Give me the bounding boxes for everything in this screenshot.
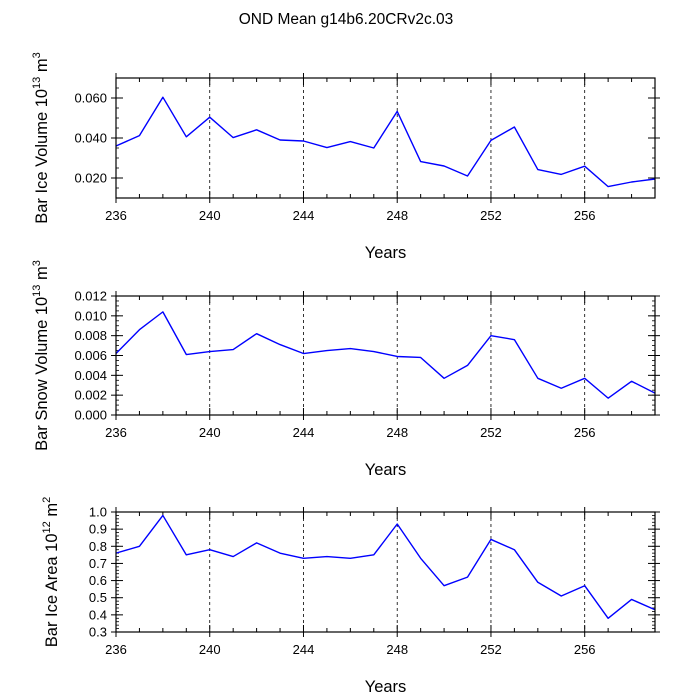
- y-axis-label: Bar Ice Volume 1013 m3: [31, 52, 51, 224]
- y-tick-label: 0.008: [74, 328, 107, 343]
- x-tick-label: 244: [293, 642, 315, 657]
- x-axis-label: Years: [365, 244, 407, 262]
- x-axis-label: Years: [365, 678, 407, 693]
- y-tick-label: 0.012: [74, 289, 107, 304]
- y-label-superscript: 3: [31, 260, 43, 266]
- x-tick-label: 252: [480, 642, 502, 657]
- x-tick-label: 236: [105, 208, 127, 223]
- y-axis-label: Bar Snow Volume 1013 m3: [31, 260, 51, 451]
- series-line: [115, 514, 656, 619]
- y-tick-label: 0.002: [74, 388, 107, 403]
- x-tick-label: 236: [105, 425, 127, 440]
- y-label-superscript: 2: [41, 497, 53, 503]
- series-line: [115, 311, 656, 399]
- x-tick-label: 244: [293, 425, 315, 440]
- y-tick-label: 0.5: [89, 590, 107, 605]
- y-axis-label: Bar Ice Area 1012 m2: [41, 497, 61, 647]
- panels: 0.020 0.040 0.060 236 240 244 248 252 256 Years Ba…: [31, 52, 660, 693]
- x-tick-label: 240: [199, 208, 221, 223]
- y-label-text: m: [43, 503, 61, 521]
- chart-panel-3: 0.3 0.4 0.5 0.6 0.7 0.8 0.9 1.0 236 240 244 248 252 2…: [41, 497, 660, 693]
- x-axis-label: Years: [365, 461, 407, 479]
- x-tick-label: 240: [199, 425, 221, 440]
- y-label-superscript: 3: [31, 52, 43, 58]
- x-tick-label: 256: [574, 425, 596, 440]
- y-tick-label: 0.3: [89, 625, 107, 640]
- x-tick-label: 252: [480, 425, 502, 440]
- y-tick-label: 0.010: [74, 308, 107, 323]
- plot-frame: [115, 511, 656, 633]
- y-label-text: Bar Ice Area 10: [43, 533, 61, 647]
- x-tick-label: 248: [386, 425, 408, 440]
- y-label-superscript: 12: [41, 521, 53, 533]
- y-tick-label: 0.006: [74, 348, 107, 363]
- x-tick-label: 248: [386, 642, 408, 657]
- x-tick-label: 256: [574, 642, 596, 657]
- y-tick-label: 0.6: [89, 573, 107, 588]
- y-label-superscript: 13: [31, 285, 43, 297]
- y-tick-label: 0.4: [89, 607, 107, 622]
- y-tick-label: 0.004: [74, 368, 107, 383]
- y-label-text: m: [33, 58, 51, 76]
- plot-frame: [115, 295, 656, 416]
- y-tick-label: 0.000: [74, 408, 107, 423]
- x-tick-label: 240: [199, 642, 221, 657]
- y-tick-label: 0.7: [89, 556, 107, 571]
- series-line: [115, 96, 656, 188]
- chart-panel-1: 0.020 0.040 0.060 236 240 244 248 252 256 Years Ba…: [31, 52, 660, 262]
- chart-panel-2: 0.000 0.002 0.004 0.006 0.008 0.010 0.012 236 24…: [31, 260, 660, 479]
- plot-frame: [115, 77, 656, 199]
- y-label-text: m: [33, 266, 51, 284]
- y-tick-label: 0.8: [89, 539, 107, 554]
- y-tick-label: 0.9: [89, 522, 107, 537]
- y-tick-label: 0.040: [74, 131, 107, 146]
- x-tick-label: 244: [293, 208, 315, 223]
- y-label-text: Bar Ice Volume 10: [33, 89, 51, 224]
- figure-title: OND Mean g14b6.20CRv2c.03: [239, 11, 454, 28]
- x-tick-label: 252: [480, 208, 502, 223]
- y-label-superscript: 13: [31, 77, 43, 89]
- x-tick-label: 248: [386, 208, 408, 223]
- x-tick-label: 236: [105, 642, 127, 657]
- x-tick-label: 256: [574, 208, 596, 223]
- y-label-text: Bar Snow Volume 10: [33, 297, 51, 451]
- y-tick-label: 0.060: [74, 91, 107, 106]
- y-tick-label: 1.0: [89, 505, 107, 520]
- y-tick-label: 0.020: [74, 171, 107, 186]
